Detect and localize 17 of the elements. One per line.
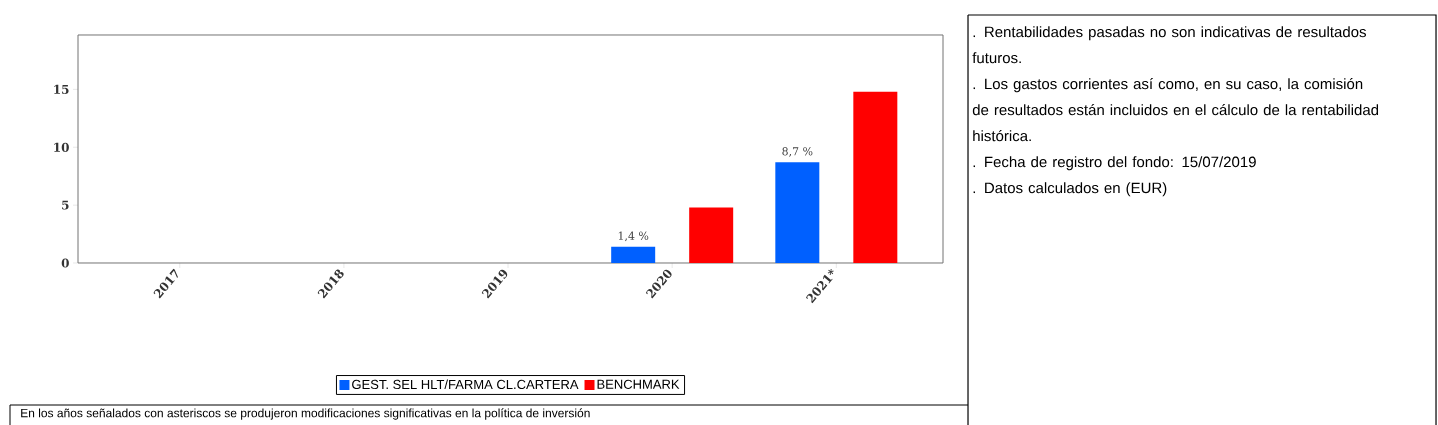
- text: . Datos calculados en (EUR): [973, 182, 1167, 197]
- y-tick-label: 15: [54, 84, 69, 94]
- data-label: 8,7 %: [782, 147, 813, 157]
- bar: [775, 162, 820, 263]
- bar: [689, 207, 734, 263]
- y-tick-label: 10: [54, 142, 69, 152]
- y-tick-label: 5: [62, 200, 69, 210]
- text: En los años señalados con asteriscos se produjeron modificaciones significativas en la política de inversión: [21, 408, 590, 420]
- bar: [853, 91, 898, 263]
- legend-label: GEST. SEL HLT/FARMA CL.CARTERA: [352, 379, 579, 390]
- text: . Rentabilidades pasadas no son indicativas de resultados futuros.: [972, 26, 1366, 64]
- text: . Fecha de registro del fondo: 15/07/2019: [973, 156, 1256, 171]
- legend-label: BENCHMARK: [597, 379, 680, 389]
- bar: [611, 246, 656, 263]
- data-label: 1,4 %: [618, 231, 649, 242]
- y-tick-label: 0: [61, 258, 69, 268]
- text: . Los gastos corrientes así como, en su caso, la comisión de resultados están incluidos en el cálculo de la rentabilidad histórica.: [972, 78, 1379, 142]
